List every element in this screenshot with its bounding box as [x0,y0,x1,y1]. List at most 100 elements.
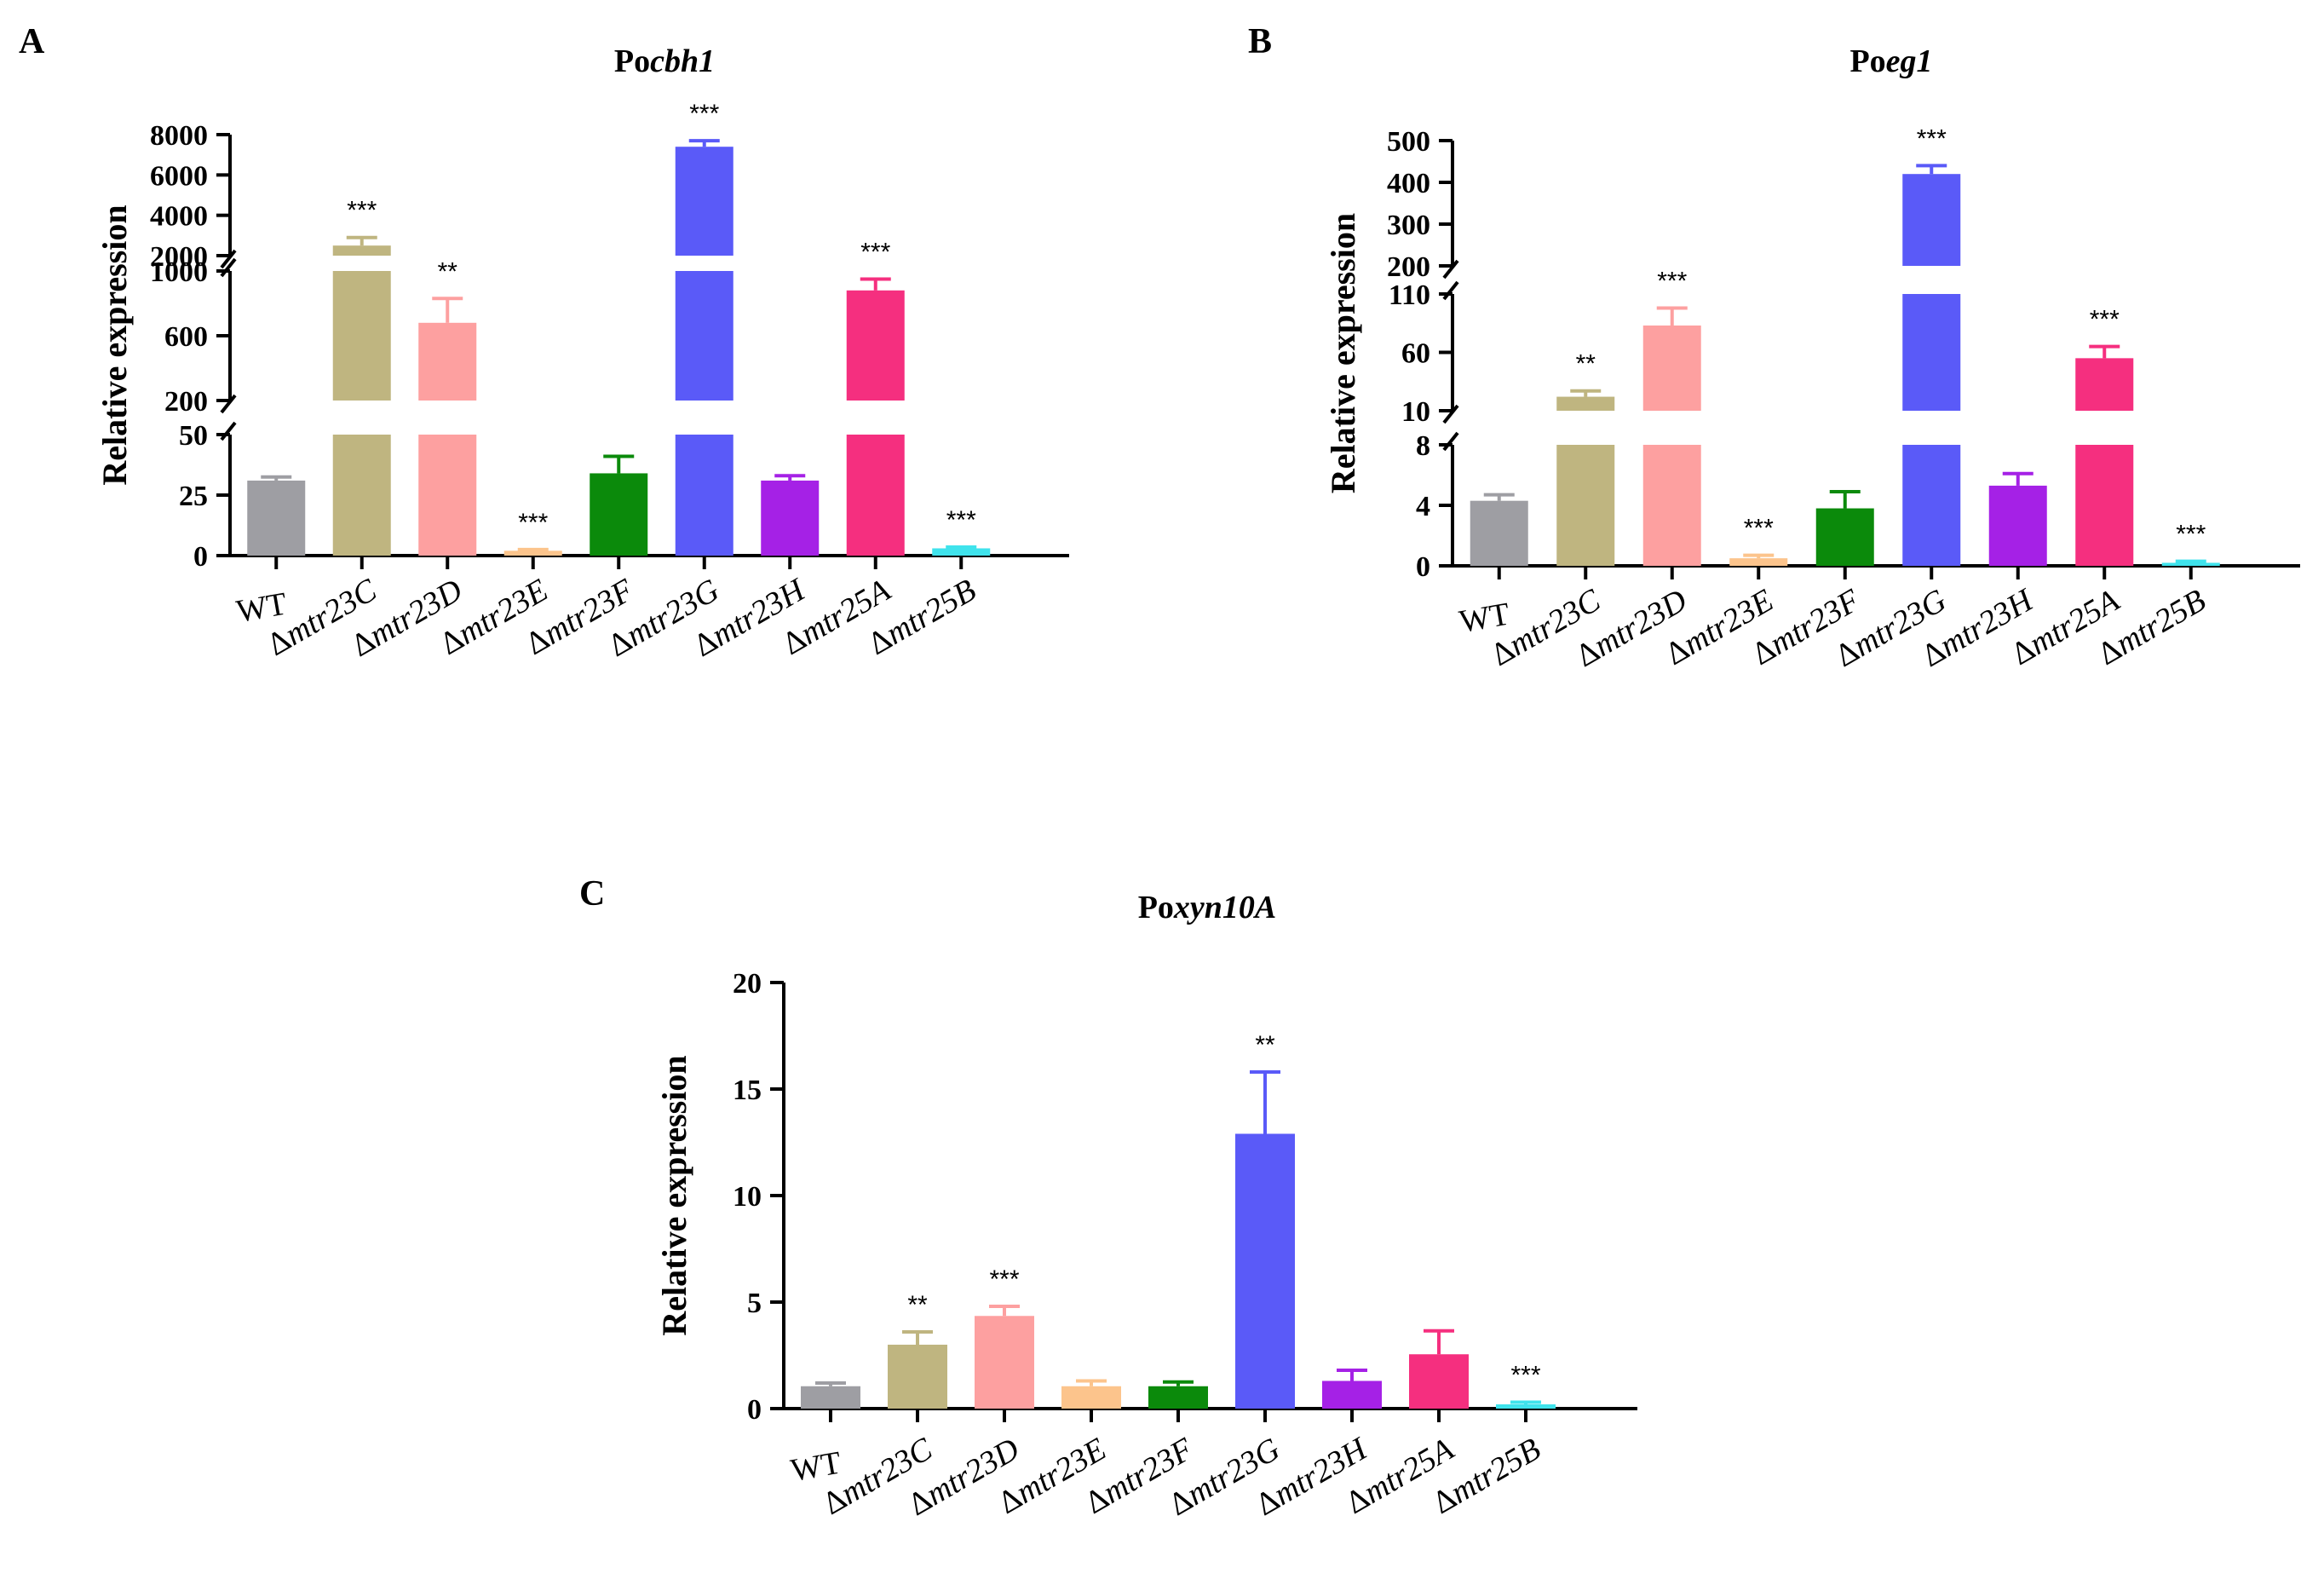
y-axis-label-b: Relative expression [1324,213,1362,493]
title-gene: xyn10A [1173,890,1276,925]
bar-a-delta-mtr23d [418,435,477,556]
mutant-name: mtr25B [2110,582,2212,661]
title-prefix: Po [1849,43,1885,79]
bar-b-delta-mtr23c-part-1 [1556,396,1615,411]
bar-b-wt [1470,500,1528,566]
y-tick-label-c-0-3: 15 [733,1075,762,1106]
y-tick-label-b-2-2: 400 [1387,168,1430,199]
panel-letter-c: C [579,874,605,914]
y-axis-label-a: Relative expression [95,205,134,485]
y-tick-label-b-0-0: 0 [1416,551,1430,583]
y-axis-label-c: Relative expression [655,1055,693,1335]
y-tick-label-a-0-1: 25 [179,481,208,512]
y-tick-label-a-2-3: 8000 [150,120,208,152]
bar-c-delta-mtr23g [1235,1133,1295,1409]
bar-b-delta-mtr23e [1729,558,1788,566]
axis-break-mark-a-1b [220,249,237,269]
y-tick-label-b-0-1: 4 [1416,491,1430,522]
axis-break-mark-b-0b [1442,404,1459,424]
category-label-b-wt: WT [1457,597,1512,641]
title-prefix: Po [614,43,650,79]
bar-b-delta-mtr23h [1988,485,2047,566]
y-tick-label-b-1-0: 10 [1401,396,1430,428]
y-tick-label-b-2-0: 200 [1387,251,1430,283]
bar-c-delta-mtr25b [1496,1404,1556,1409]
axis-break-mark-a-0a [220,421,237,441]
significance-a-delta-mtr25a: *** [860,239,890,267]
y-tick-label-c-0-2: 10 [733,1181,762,1213]
y-tick-label-a-1-0: 200 [164,386,208,418]
bar-a-delta-mtr25a [846,435,905,556]
significance-b-delta-mtr25a: *** [2090,306,2120,334]
bar-c-delta-mtr23d [975,1316,1034,1409]
bar-a-delta-mtr25a-part-1 [846,290,905,401]
axis-break-mark-b-1a [1442,280,1459,301]
bar-c-wt [801,1386,860,1409]
bar-c-delta-mtr25a [1409,1354,1469,1409]
y-tick-label-a-2-0: 2000 [150,241,208,273]
y-tick-label-a-2-1: 4000 [150,201,208,233]
category-label-c-wt: WT [788,1445,843,1490]
significance-b-delta-mtr23e: *** [1744,515,1774,543]
significance-c-delta-mtr23c: ** [907,1291,928,1319]
bar-b-delta-mtr23c [1556,445,1615,566]
bar-a-delta-mtr23g [675,435,733,556]
mutant-name: mtr25B [1445,1431,1547,1510]
axis-break-mark-a-1a [220,257,237,278]
bar-a-delta-mtr23c-part-2 [332,245,391,256]
y-tick-label-c-0-1: 5 [747,1288,762,1319]
bar-b-delta-mtr23g-part-1 [1902,294,1961,411]
y-tick-label-a-1-2: 1000 [150,256,208,288]
chart-title-b: Poeg1 [1849,43,1932,79]
bar-b-delta-mtr23g [1902,445,1961,566]
chart-title-a: Pocbh1 [614,43,715,79]
y-tick-label-c-0-4: 20 [733,968,762,1000]
bar-c-delta-mtr23e [1061,1386,1121,1409]
significance-b-delta-mtr23c: ** [1576,350,1596,378]
y-tick-label-a-0-0: 0 [193,541,208,573]
category-label-a-wt: WT [233,586,289,631]
bar-a-delta-mtr23c-part-1 [332,271,391,401]
bar-b-delta-mtr23f [1815,508,1874,566]
significance-c-delta-mtr23d: *** [989,1265,1019,1294]
bar-b-delta-mtr23d-part-1 [1642,325,1701,411]
bar-a-delta-mtr23g-part-2 [675,147,733,256]
bar-a-delta-mtr23d-part-1 [418,322,477,401]
bar-a-delta-mtr23h [761,480,820,556]
panel-letter-a: A [19,22,45,61]
y-tick-label-a-1-1: 600 [164,321,208,353]
bar-b-delta-mtr25b [2161,562,2220,566]
y-tick-label-a-0-2: 50 [179,420,208,452]
significance-c-delta-mtr23g: ** [1255,1031,1275,1059]
mutant-name: mtr25B [880,572,982,651]
significance-a-delta-mtr23e: *** [518,509,548,537]
panel-letter-b: B [1248,22,1272,61]
bar-a-delta-mtr23c [332,435,391,556]
y-tick-label-a-2-2: 6000 [150,160,208,192]
significance-b-delta-mtr25b: *** [2176,521,2206,549]
significance-c-delta-mtr25b: *** [1510,1362,1540,1390]
y-tick-label-c-0-0: 0 [747,1394,762,1426]
bar-b-delta-mtr23g-part-2 [1902,174,1961,266]
bar-a-wt [247,480,306,556]
significance-b-delta-mtr23d: *** [1657,267,1687,295]
bar-c-delta-mtr23c [888,1345,947,1409]
title-gene: cbh1 [650,43,715,79]
bar-b-delta-mtr23d [1642,445,1701,566]
title-gene: eg1 [1886,43,1933,79]
chart-title-c: Poxyn10A [1138,890,1277,925]
bar-a-delta-mtr23g-part-1 [675,271,733,401]
bar-b-delta-mtr25a [2075,445,2134,566]
title-prefix: Po [1138,890,1174,925]
panel-c-chart: C Poxyn10A Relative expression 0 5 10 15 20 WT **… [579,874,1637,1523]
significance-a-delta-mtr23c: *** [347,197,377,225]
axis-break-mark-b-1b [1442,259,1459,280]
y-tick-label-b-0-2: 8 [1416,430,1430,462]
bar-a-delta-mtr25b [932,548,991,556]
bar-a-delta-mtr23f [590,473,648,556]
bar-c-delta-mtr23f [1148,1386,1208,1409]
significance-a-delta-mtr25b: *** [946,506,976,534]
